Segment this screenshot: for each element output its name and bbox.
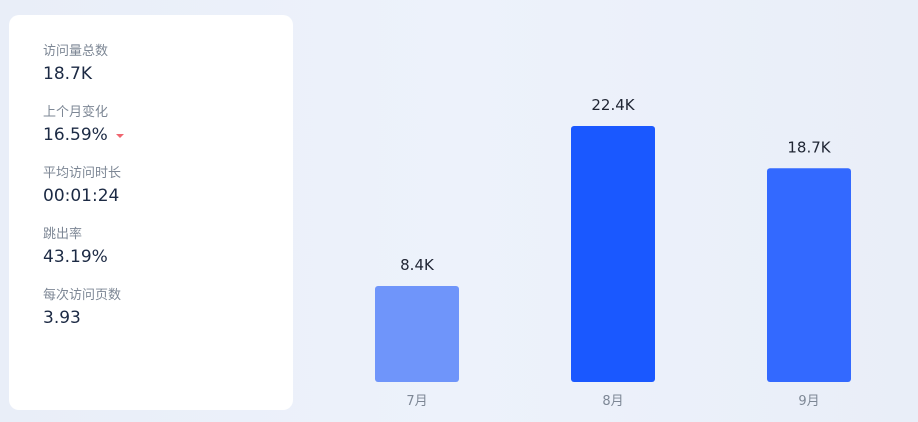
bar <box>767 168 851 382</box>
stat-total-visits: 访问量总数 18.7K <box>43 44 108 85</box>
stat-monthly-change: 上个月变化 16.59% <box>43 105 124 146</box>
stat-value: 43.19% <box>43 247 108 267</box>
x-tick-label: 8月 <box>602 394 623 409</box>
stats-card: 访问量总数 18.7K 上个月变化 16.59% 平均访问时长 00:01:24… <box>9 15 293 410</box>
stat-label: 跳出率 <box>43 227 83 242</box>
data-label: 22.4K <box>591 96 635 114</box>
data-label: 18.7K <box>787 138 831 156</box>
x-tick-label: 7月 <box>406 394 427 409</box>
data-label: 8.4K <box>400 256 435 274</box>
stat-pages-per-visit: 每次访问页数 3.93 <box>43 288 121 329</box>
stat-avg-duration: 平均访问时长 00:01:24 <box>43 166 121 207</box>
stat-value: 16.59% <box>43 125 108 145</box>
stat-value: 3.93 <box>43 308 81 328</box>
bar <box>571 126 655 382</box>
stat-label: 上个月变化 <box>43 105 109 120</box>
caret-down-icon <box>115 134 124 138</box>
stat-bounce-rate: 跳出率 43.19% <box>43 227 108 268</box>
stat-value: 00:01:24 <box>43 186 120 206</box>
stat-label: 平均访问时长 <box>43 166 122 181</box>
bar <box>375 286 459 382</box>
x-tick-label: 9月 <box>798 394 819 409</box>
stat-value: 18.7K <box>43 64 92 84</box>
stat-label: 每次访问页数 <box>43 288 122 303</box>
stat-label: 访问量总数 <box>43 44 109 59</box>
